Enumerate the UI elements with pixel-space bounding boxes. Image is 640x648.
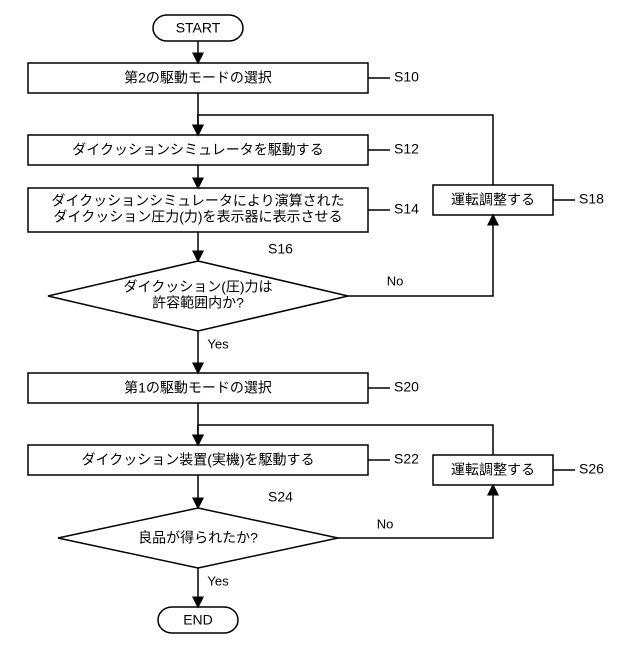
edge-10 <box>338 485 493 538</box>
step-tag-s12: S12 <box>394 141 419 157</box>
svg-text:END: END <box>183 612 213 628</box>
step-tag-s14: S14 <box>394 201 419 217</box>
svg-text:運転調整する: 運転調整する <box>451 192 535 208</box>
step-tag-s16: S16 <box>268 241 293 257</box>
svg-text:運転調整する: 運転調整する <box>451 462 535 478</box>
svg-text:許容範囲内か?: 許容範囲内か? <box>152 295 244 311</box>
svg-text:ダイクッション(圧)力は: ダイクッション(圧)力は <box>123 279 272 295</box>
svg-text:ダイクッション装置(実機)を駆動する: ダイクッション装置(実機)を駆動する <box>81 452 314 468</box>
step-tag-s10: S10 <box>394 69 419 85</box>
step-tag-s24: S24 <box>268 489 293 505</box>
edge-label-10: No <box>377 516 394 531</box>
svg-text:良品が得られたか?: 良品が得られたか? <box>138 530 258 546</box>
svg-text:第1の駆動モードの選択: 第1の駆動モードの選択 <box>124 380 272 396</box>
step-tag-s20: S20 <box>394 379 419 395</box>
svg-text:ダイクッション圧力(力)を表示器に表示させる: ダイクッション圧力(力)を表示器に表示させる <box>53 209 342 225</box>
step-tag-s22: S22 <box>394 451 419 467</box>
svg-text:ダイクッションシミュレータを駆動する: ダイクッションシミュレータを駆動する <box>72 142 323 158</box>
edge-label-9: Yes <box>207 573 229 588</box>
step-tag-s18: S18 <box>579 191 604 207</box>
svg-text:ダイクッションシミュレータにより演算された: ダイクッションシミュレータにより演算された <box>51 193 344 209</box>
edge-label-4: Yes <box>207 336 229 351</box>
step-tag-s26: S26 <box>579 461 604 477</box>
edge-5 <box>348 215 493 296</box>
svg-text:START: START <box>176 20 221 36</box>
svg-text:第2の駆動モードの選択: 第2の駆動モードの選択 <box>124 70 272 86</box>
edge-label-5: No <box>387 273 404 288</box>
flowchart-canvas: START 第2の駆動モードの選択 S10 ダイクッションシミュレータを駆動する S12… <box>0 0 640 648</box>
